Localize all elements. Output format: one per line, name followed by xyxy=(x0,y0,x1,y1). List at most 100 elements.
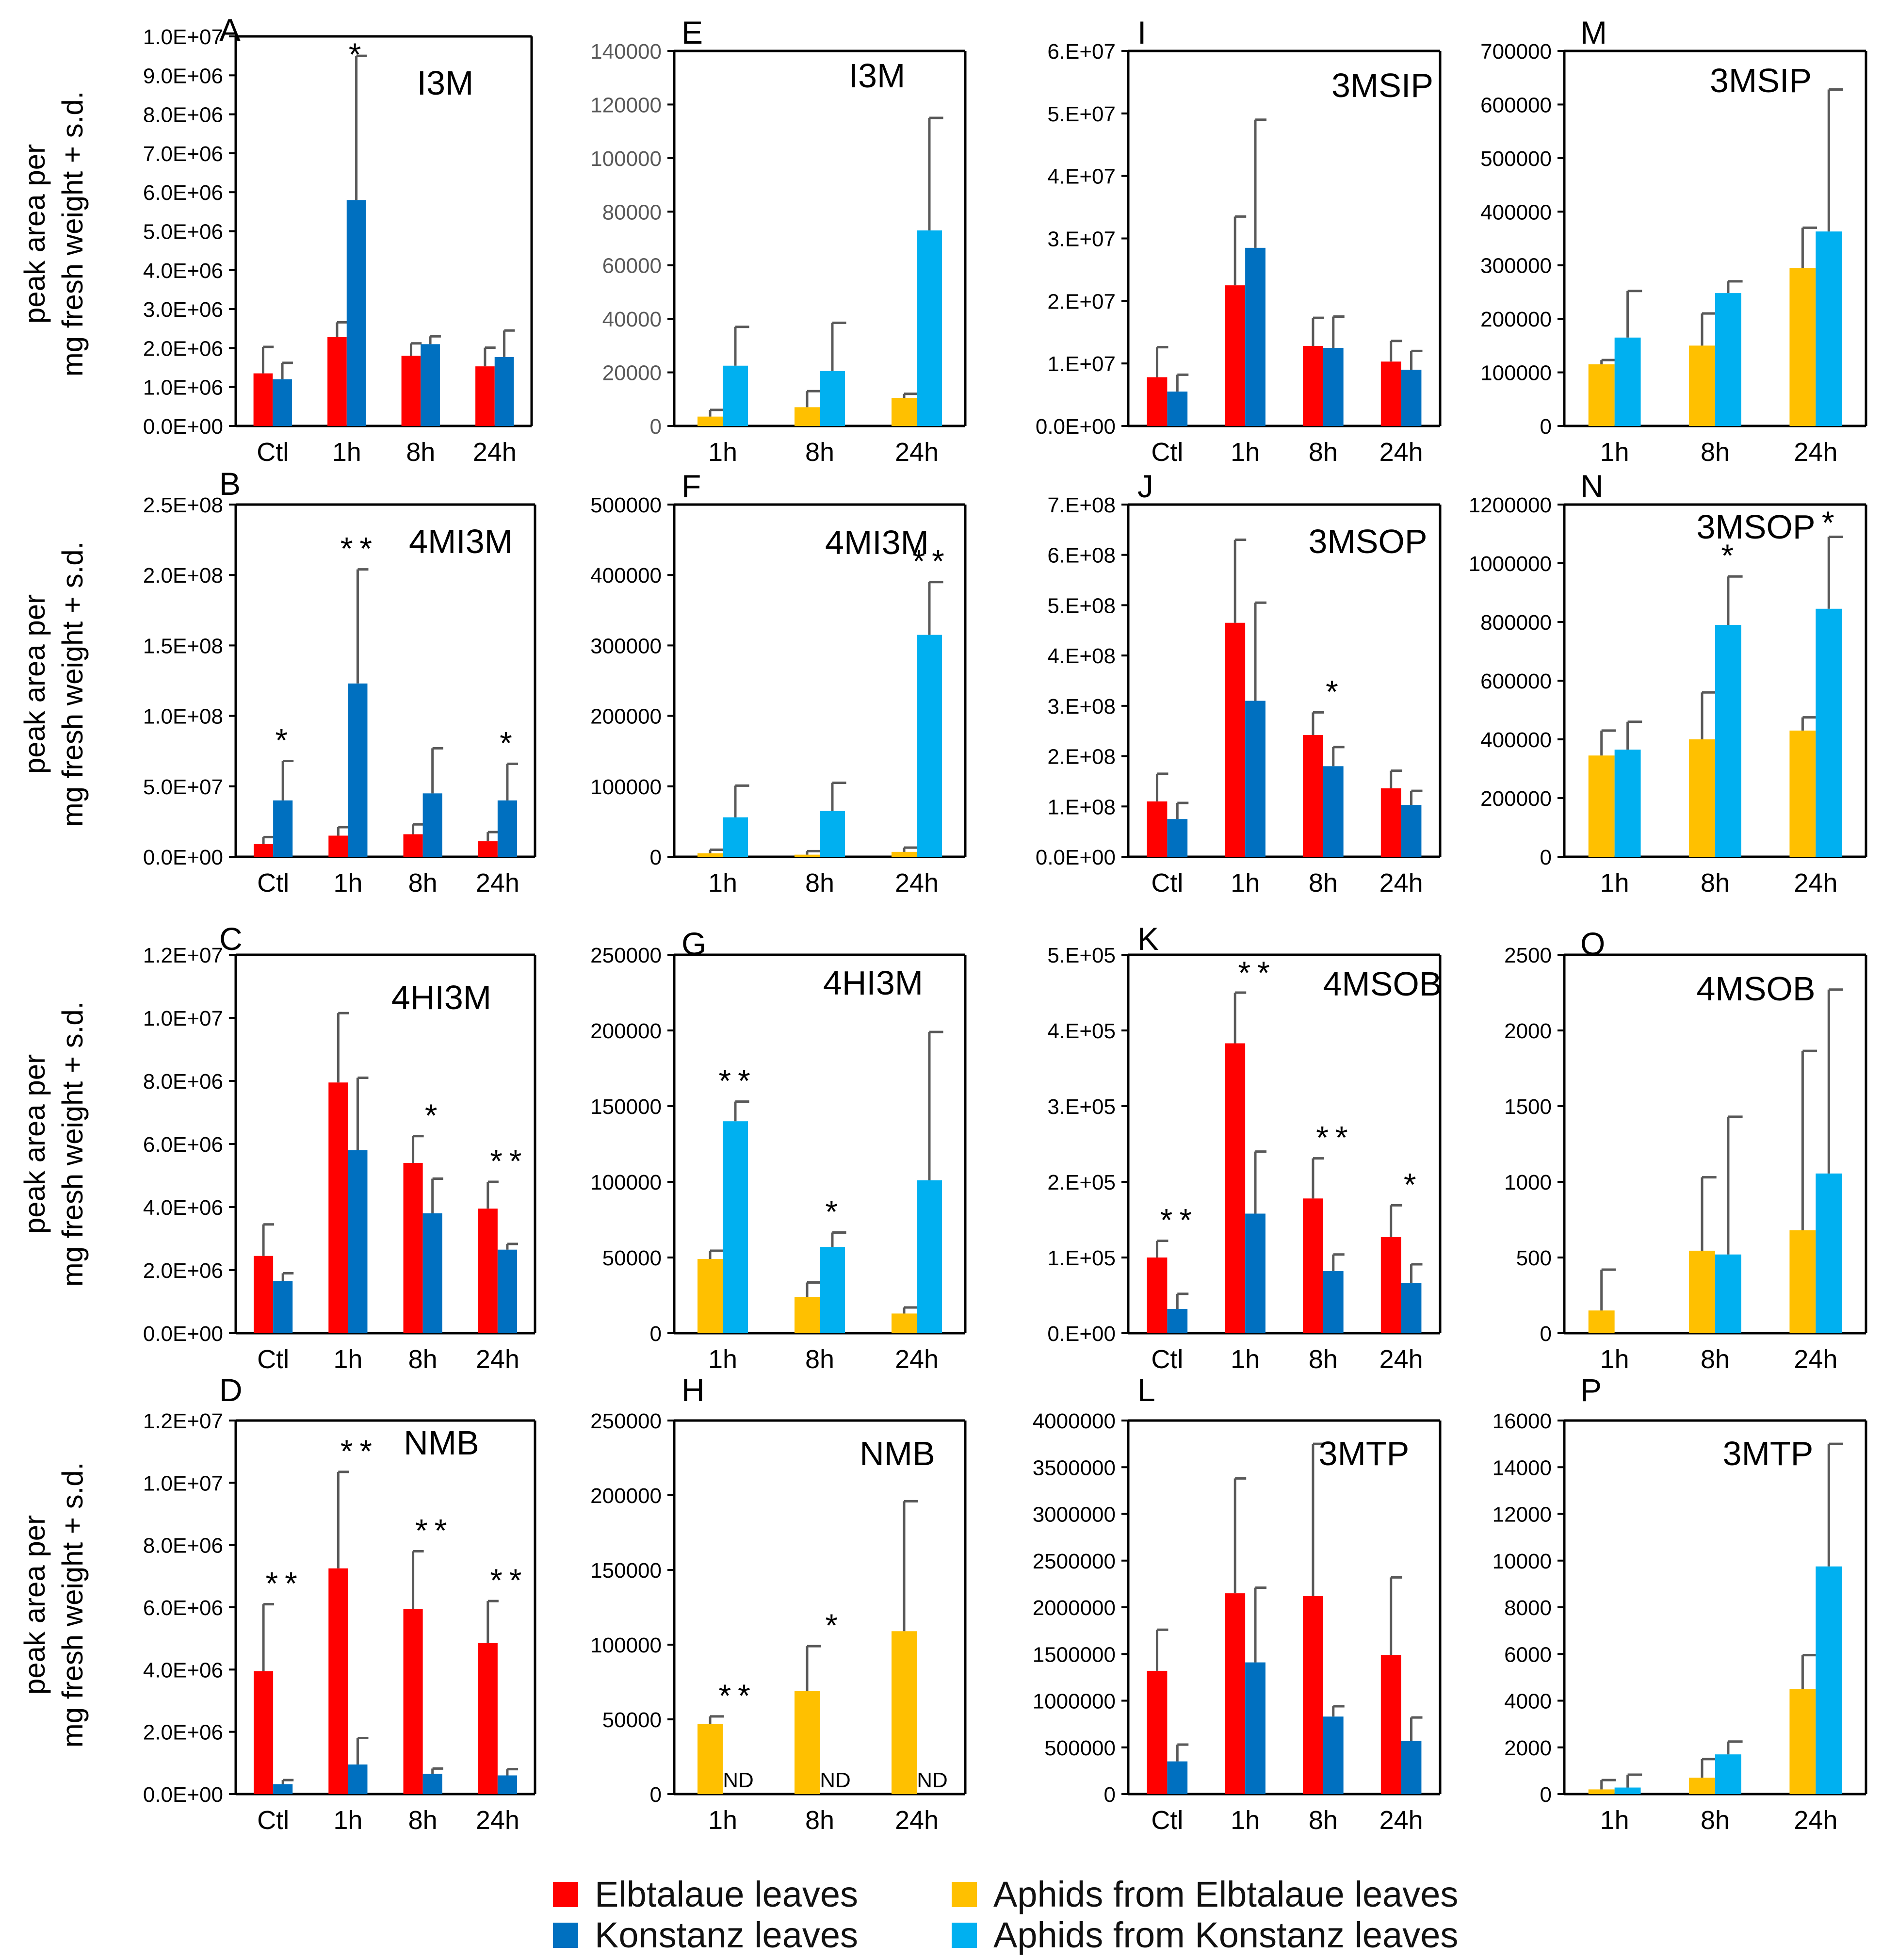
bar xyxy=(1303,735,1323,857)
x-tick-label: 1h xyxy=(708,868,737,898)
significance-marker: * xyxy=(425,1097,444,1133)
panel-letter: O xyxy=(1580,926,1605,962)
x-tick-label: 24h xyxy=(1379,438,1423,467)
panel-letter: C xyxy=(219,921,243,957)
y-tick-label: 0.0E+00 xyxy=(143,1322,223,1346)
x-tick-label: 1h xyxy=(1600,868,1629,898)
legend-item-aphids-konstanz: Aphids from Konstanz leaves xyxy=(952,1914,1458,1956)
x-tick-label: 24h xyxy=(895,1806,939,1835)
x-tick-label: 24h xyxy=(895,1345,939,1374)
y-tick-label: 4.E+08 xyxy=(1047,644,1116,668)
y-axis-label-line2: mg fresh weight + s.d. xyxy=(56,91,89,377)
y-tick-label: 80000 xyxy=(602,200,662,224)
y-axis-label-line1: peak area per xyxy=(18,1054,51,1234)
y-tick-label: 2000000 xyxy=(1033,1596,1116,1620)
chart-title: 4MSOB xyxy=(1696,970,1815,1008)
y-tick-label: 0 xyxy=(650,1322,662,1346)
y-tick-label: 50000 xyxy=(602,1708,662,1732)
y-tick-label: 100000 xyxy=(590,147,662,171)
y-axis-label-line1: peak area per xyxy=(18,594,51,774)
y-tick-label: 500000 xyxy=(590,493,662,517)
bar xyxy=(892,851,917,857)
y-tick-label: 800000 xyxy=(1480,611,1552,635)
y-tick-label: 0.0E+00 xyxy=(143,846,223,869)
bar xyxy=(1147,1670,1168,1794)
bar xyxy=(348,683,368,857)
y-tick-label: 3.0E+06 xyxy=(143,298,223,322)
panel-letter: A xyxy=(219,12,241,48)
bar xyxy=(723,817,748,857)
bar xyxy=(1167,392,1188,426)
x-tick-label: 8h xyxy=(408,1806,438,1835)
y-tick-label: 4.E+05 xyxy=(1047,1019,1116,1043)
bar xyxy=(1167,1309,1188,1333)
bar xyxy=(1380,1655,1401,1794)
panel-j: J 0.0E+00 1.E+08 2.E+08 3.E+08 4.E+08 5.E+08 6.… xyxy=(1036,468,1442,898)
bar xyxy=(1167,1761,1188,1794)
y-tick-label: 0.E+00 xyxy=(1047,1322,1116,1346)
y-tick-label: 6.E+07 xyxy=(1047,40,1116,64)
bar xyxy=(698,1724,723,1794)
panel-o: O 0 500 1000 1500 2000 2500 1h 8h 24h 4MSOB xyxy=(1504,926,1867,1374)
y-tick-label: 120000 xyxy=(590,93,662,117)
chart-title: 4MI3M xyxy=(825,523,929,561)
bar xyxy=(795,854,820,857)
y-tick-label: 3.E+05 xyxy=(1047,1095,1116,1119)
x-tick-label: 8h xyxy=(406,438,435,467)
bar xyxy=(403,834,423,857)
bar xyxy=(1789,730,1816,857)
panel-p: P 0 2000 4000 6000 8000 10000 12000 14000 16000 1h… xyxy=(1493,1372,1867,1835)
bar xyxy=(253,373,273,426)
bar xyxy=(1689,739,1715,857)
significance-marker: ** xyxy=(1238,955,1277,991)
y-tick-label: 2.0E+06 xyxy=(143,1721,223,1745)
x-tick-label: 1h xyxy=(333,1806,362,1835)
bar xyxy=(1303,346,1323,426)
x-tick-label: 1h xyxy=(1600,1806,1629,1835)
x-tick-label: 8h xyxy=(1701,438,1730,467)
legend-swatch-konstanz-leaves xyxy=(553,1922,578,1948)
bar xyxy=(917,1180,942,1333)
y-tick-label: 200000 xyxy=(1480,308,1552,331)
y-tick-label: 1.0E+07 xyxy=(143,1007,223,1030)
panel-letter: D xyxy=(219,1372,243,1408)
panel-n: N 0 200000 400000 600000 800000 1000000 1200000… xyxy=(1469,468,1867,898)
chart-title: 3MSOP xyxy=(1308,523,1427,560)
bar xyxy=(346,200,366,426)
chart-title: NMB xyxy=(860,1435,935,1472)
bar xyxy=(1588,1789,1615,1794)
bar xyxy=(348,1150,368,1333)
bar xyxy=(478,841,498,857)
bar xyxy=(1323,1271,1344,1333)
x-tick-label: 24h xyxy=(1379,1806,1423,1835)
y-tick-label: 7.0E+06 xyxy=(143,142,223,166)
y-tick-label: 0 xyxy=(1540,1783,1552,1807)
bar xyxy=(1401,370,1422,426)
y-tick-label: 700000 xyxy=(1480,40,1552,64)
significance-marker: ** xyxy=(1316,1120,1354,1156)
bar xyxy=(422,793,442,857)
bar xyxy=(1816,1173,1842,1333)
y-tick-label: 250000 xyxy=(590,944,662,967)
y-tick-label: 7.E+08 xyxy=(1047,493,1116,517)
bar xyxy=(795,1297,820,1333)
y-tick-label: 5.E+07 xyxy=(1047,102,1116,126)
bar xyxy=(478,1209,498,1333)
y-tick-label: 0 xyxy=(650,1783,662,1807)
y-tick-label: 20000 xyxy=(602,361,662,385)
significance-marker: * xyxy=(1326,673,1345,709)
bar xyxy=(892,398,917,426)
y-tick-label: 400000 xyxy=(1480,728,1552,752)
x-tick-label: 8h xyxy=(1309,1345,1338,1374)
x-tick-label: 1h xyxy=(333,1345,362,1374)
bar xyxy=(1715,1754,1741,1794)
panel-c: C 0.0E+00 2.0E+06 4.0E+06 6.0E+06 8.0E+06 1.0E… xyxy=(143,921,536,1374)
bar xyxy=(1614,1787,1641,1794)
bar xyxy=(254,844,274,857)
x-tick-label: 1h xyxy=(708,1345,737,1374)
bar xyxy=(1715,1254,1741,1333)
bar xyxy=(328,1568,348,1794)
legend-item-elbtalaue-leaves: Elbtalaue leaves xyxy=(553,1874,858,1915)
panel-m: M 0 100000 200000 300000 400000 500000 600000 70… xyxy=(1480,15,1867,467)
